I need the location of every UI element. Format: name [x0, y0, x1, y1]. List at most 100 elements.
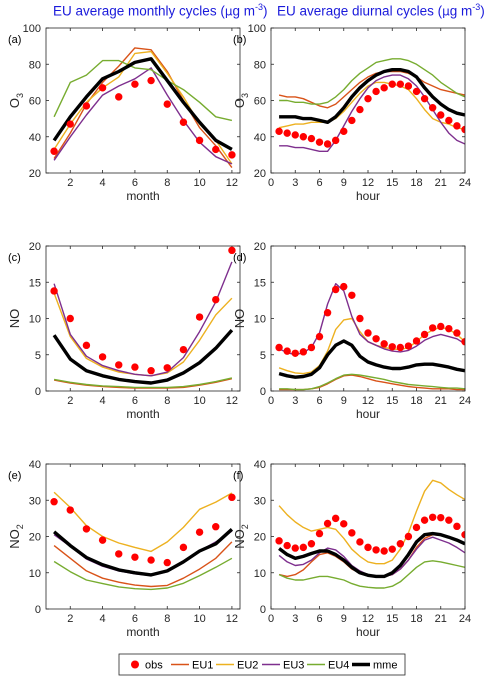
y-tick-label: 20 — [254, 532, 266, 544]
obs-marker — [372, 546, 380, 554]
x-axis-label: month — [126, 625, 159, 639]
series-eu2 — [278, 81, 465, 131]
y-tick-label: 20 — [254, 168, 266, 180]
obs-marker — [98, 536, 107, 544]
series-eu1 — [278, 70, 465, 109]
series-mme — [52, 528, 234, 577]
obs-marker — [420, 94, 429, 103]
y-tick-label: 80 — [254, 59, 266, 71]
y-tick-label: 20 — [29, 168, 41, 180]
y-axis-label-main: O — [232, 98, 247, 108]
x-tick-label: 0 — [268, 613, 274, 625]
obs-marker — [461, 530, 465, 539]
x-tick-label: 18 — [410, 613, 422, 625]
x-tick-label: 18 — [410, 395, 422, 407]
series-eu1 — [53, 47, 233, 169]
obs-marker — [396, 343, 405, 352]
left-title-close: ) — [263, 3, 268, 19]
obs-marker — [323, 519, 332, 528]
y-tick-label: 30 — [254, 495, 266, 507]
obs-marker — [445, 116, 453, 125]
obs-marker — [461, 125, 465, 134]
obs-marker — [212, 145, 220, 154]
obs-marker — [348, 529, 356, 537]
obs-marker — [380, 84, 388, 92]
x-tick-label: 12 — [362, 395, 374, 407]
obs-marker — [179, 345, 188, 354]
obs-marker — [453, 522, 461, 531]
obs-marker — [388, 545, 396, 553]
x-tick-label: 12 — [362, 613, 374, 625]
obs-marker — [212, 295, 220, 304]
series-eu3 — [278, 283, 465, 356]
plot-area — [50, 491, 236, 591]
series-eu4 — [278, 560, 465, 589]
y-axis-label: NO2 — [7, 524, 25, 549]
series-mme — [52, 57, 233, 151]
y-tick-label: 60 — [29, 96, 41, 108]
obs-marker — [380, 340, 388, 348]
obs-marker — [228, 151, 236, 159]
y-tick-label: 5 — [260, 350, 266, 362]
obs-marker — [228, 493, 236, 502]
x-tick-label: 15 — [386, 613, 398, 625]
obs-marker — [50, 147, 58, 155]
x-tick-label: 6 — [132, 613, 138, 625]
y-axis-label-main: NO — [232, 529, 247, 549]
obs-marker — [331, 514, 340, 523]
x-tick-label: 21 — [435, 395, 447, 407]
obs-marker — [372, 335, 380, 343]
obs-marker — [82, 341, 91, 350]
obs-marker — [291, 349, 299, 357]
obs-marker — [98, 353, 107, 361]
x-axis-label: hour — [356, 407, 380, 421]
y-tick-label: 15 — [254, 277, 266, 289]
x-tick-label: 8 — [164, 613, 170, 625]
y-axis-label: NO2 — [232, 524, 250, 549]
obs-marker — [412, 87, 421, 96]
obs-marker — [356, 538, 364, 546]
obs-marker — [163, 364, 171, 372]
obs-marker — [437, 513, 445, 522]
x-tick-label: 6 — [316, 613, 322, 625]
obs-marker — [50, 287, 58, 295]
series-eu3 — [53, 261, 233, 377]
obs-marker — [437, 111, 445, 119]
obs-marker — [315, 138, 324, 146]
right-title-mu: μ — [442, 4, 450, 19]
right-title-unit: g m — [449, 3, 473, 19]
y-tick-label: 40 — [254, 459, 266, 471]
y-tick-label: 0 — [35, 604, 41, 616]
obs-marker — [364, 329, 372, 337]
legend-label: mme — [373, 660, 397, 672]
y-tick-label: 15 — [29, 277, 41, 289]
x-tick-label: 21 — [435, 177, 447, 189]
obs-marker — [364, 94, 372, 103]
obs-marker — [428, 513, 437, 521]
left-column-title: EU average monthly cycles (μg m-3) — [53, 2, 268, 19]
obs-marker — [445, 516, 453, 524]
y-tick-label: 10 — [254, 314, 266, 326]
x-tick-label: 0 — [268, 395, 274, 407]
series-eu3 — [279, 74, 465, 153]
y-tick-label: 100 — [248, 23, 266, 35]
obs-marker — [195, 136, 204, 145]
obs-marker — [299, 133, 308, 141]
axes-frame — [270, 245, 466, 392]
x-tick-label: 3 — [292, 613, 298, 625]
obs-marker — [315, 529, 324, 538]
obs-marker — [396, 80, 405, 88]
x-tick-label: 24 — [459, 395, 471, 407]
left-title-exponent: -3 — [254, 2, 263, 12]
obs-marker — [412, 337, 421, 345]
series-eu2 — [53, 491, 233, 553]
series-eu4 — [279, 58, 465, 105]
obs-marker — [364, 543, 372, 552]
x-tick-label: 4 — [100, 395, 106, 407]
obs-marker — [331, 136, 340, 145]
obs-marker — [428, 104, 437, 112]
obs-marker — [323, 309, 332, 317]
obs-marker — [356, 314, 364, 323]
